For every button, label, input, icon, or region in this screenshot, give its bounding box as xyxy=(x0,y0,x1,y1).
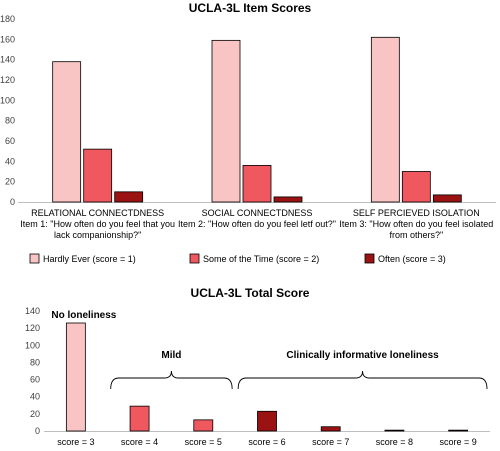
legend-label-series-3: Often (score = 3) xyxy=(378,254,446,264)
chart1-y-tick-label: 180 xyxy=(0,14,15,24)
chart2-y-tick-label: 20 xyxy=(30,409,40,419)
chart1-category-description: from others?" xyxy=(389,230,443,240)
chart2-category-label: score = 7 xyxy=(312,437,349,447)
chart2-annotations: No loneliness Mild Clinically informative … xyxy=(51,310,488,390)
bar-score-9 xyxy=(448,429,469,432)
legend-swatch-series-3 xyxy=(364,253,375,264)
legend-swatch-series-1 xyxy=(29,253,40,264)
chart2-category-labels: score = 3 score = 4 score = 5 score = 6 scor… xyxy=(57,437,477,447)
bar-score-7 xyxy=(320,426,341,432)
bar-relational-connectdness-series-2 xyxy=(83,148,113,203)
chart1-y-tick-label: 40 xyxy=(5,156,15,166)
bar-score-5 xyxy=(193,419,214,432)
chart1-category-description: lack companionship?" xyxy=(54,230,141,240)
bar-self-percieved-isolation-series-1 xyxy=(370,36,400,203)
chart1-legend: Hardly Ever (score = 1) Some of the Time … xyxy=(29,253,446,264)
chart2-title: UCLA-3L Total Score xyxy=(191,286,310,300)
chart2-y-tick-label: 0 xyxy=(35,426,40,436)
bar-social-connectdness-series-1 xyxy=(211,39,241,203)
chart1-category-label: SELF PERCIEVED ISOLATION xyxy=(353,208,480,218)
chart2-category-label: score = 6 xyxy=(248,437,285,447)
chart1-title: UCLA-3L Item Scores xyxy=(189,1,312,15)
bar-score-8 xyxy=(384,429,405,432)
bar-social-connectdness-series-3 xyxy=(273,196,303,203)
chart2-category-label: score = 9 xyxy=(440,437,477,447)
legend-label-series-2: Some of the Time (score = 2) xyxy=(203,254,319,264)
chart1-y-tick-label: 100 xyxy=(0,95,15,105)
legend-label-series-1: Hardly Ever (score = 1) xyxy=(43,254,136,264)
chart1-y-tick-label: 160 xyxy=(0,34,15,44)
bar-relational-connectdness-series-1 xyxy=(52,61,82,203)
bracket-clinically-informative-loneliness xyxy=(237,370,488,390)
chart1-y-tick-label: 60 xyxy=(5,136,15,146)
bar-self-percieved-isolation-series-2 xyxy=(401,171,431,203)
chart1-category-description: Item 2: "How often do you feel letf out?… xyxy=(178,219,336,229)
bar-self-percieved-isolation-series-3 xyxy=(432,194,462,203)
annotation-mild: Mild xyxy=(161,350,181,361)
bar-score-4 xyxy=(129,405,150,432)
bar-score-6 xyxy=(257,410,277,432)
chart2-y-tick-label: 140 xyxy=(25,306,40,316)
chart2-category-label: score = 8 xyxy=(376,437,413,447)
chart2-y-tick-label: 80 xyxy=(30,357,40,367)
chart1-category-description: Item 3: "How often do you feel isolated xyxy=(339,219,493,229)
chart2-y-axis: 0 20 40 60 80 100 120 140 xyxy=(25,306,490,436)
legend-swatch-series-2 xyxy=(189,253,200,264)
chart2-category-label: score = 5 xyxy=(185,437,222,447)
chart1-category-label: RELATIONAL CONNECTDNESS xyxy=(31,208,164,218)
bar-score-3 xyxy=(65,322,86,432)
bar-relational-connectdness-series-3 xyxy=(114,191,144,203)
annotation-no-loneliness: No loneliness xyxy=(51,310,116,321)
chart1-y-tick-label: 120 xyxy=(0,75,15,85)
chart2-bars xyxy=(65,322,469,432)
bracket-mild xyxy=(110,370,233,390)
chart1-y-tick-label: 80 xyxy=(5,116,15,126)
annotation-clinically-informative-loneliness: Clinically informative loneliness xyxy=(286,350,439,361)
chart1-y-tick-label: 140 xyxy=(0,55,15,65)
chart2-y-tick-label: 40 xyxy=(30,392,40,402)
bar-social-connectdness-series-2 xyxy=(242,164,272,203)
chart1-y-axis: 0 20 40 60 80 100 120 140 160 180 xyxy=(0,14,496,207)
chart1-category-description: Item 1: "How often do you feel that you xyxy=(20,219,175,229)
chart2-y-tick-label: 60 xyxy=(30,375,40,385)
chart2-category-label: score = 3 xyxy=(57,437,94,447)
chart1-y-tick-label: 0 xyxy=(10,197,15,207)
chart2-y-tick-label: 100 xyxy=(25,340,40,350)
chart2-category-label: score = 4 xyxy=(121,437,158,447)
chart1-bars xyxy=(52,36,462,203)
chart1-y-tick-label: 20 xyxy=(5,177,15,187)
chart2-y-tick-label: 120 xyxy=(25,323,40,333)
chart1-category-label: SOCIAL CONNECTDNESS xyxy=(202,208,313,218)
